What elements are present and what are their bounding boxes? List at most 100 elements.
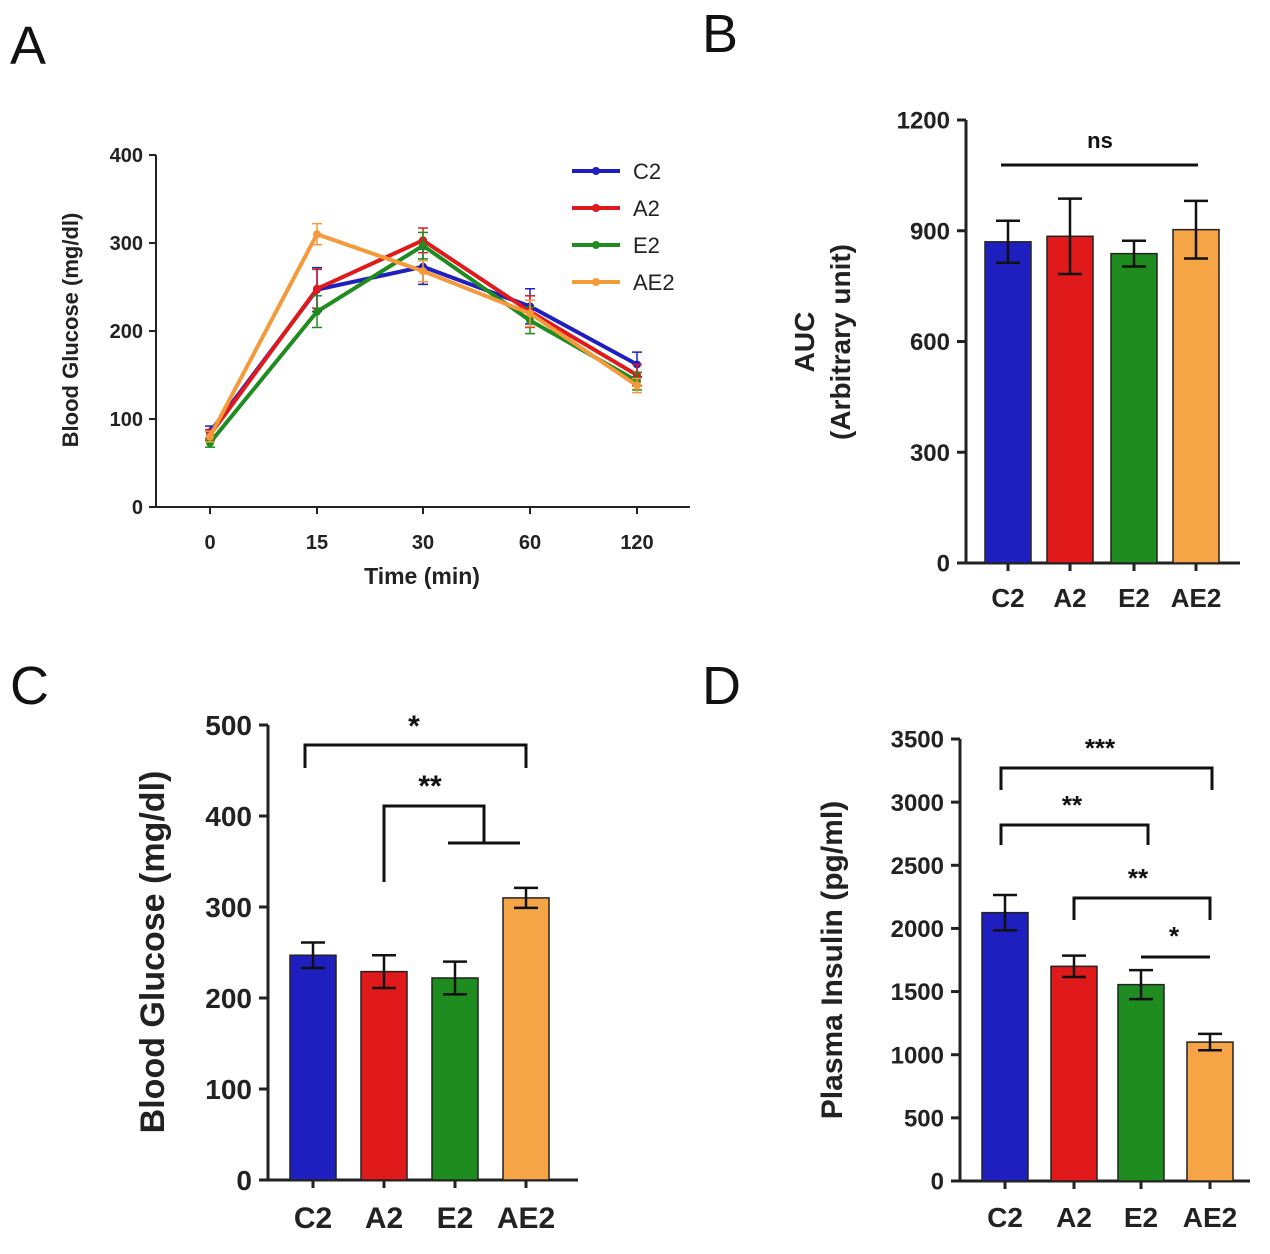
chart-a-legend-label: AE2: [633, 270, 675, 295]
chart-d-xtick-label-c2: C2: [987, 1202, 1023, 1233]
chart-a-point-e2: [419, 241, 427, 250]
chart-a-xtick-label: 15: [306, 532, 328, 554]
chart-c-ylabel: Blood Glucose (mg/dl): [134, 771, 172, 1134]
chart-a-xtick-label: 120: [620, 532, 653, 554]
chart-b-bar-ae2: [1172, 228, 1220, 564]
chart-c-sig-label: *: [408, 710, 420, 743]
chart-b-ylabel-line2: (Arbitrary unit): [825, 244, 856, 440]
chart-c-ytick-label: 300: [205, 892, 252, 923]
chart-d-ytick-label: 1500: [891, 979, 944, 1006]
chart-a-legend-label: A2: [633, 196, 660, 221]
chart-a-legend-label: C2: [633, 159, 661, 184]
chart-c-sig-bracket: [382, 804, 486, 882]
chart-d-ytick-label: 2000: [891, 916, 944, 943]
chart-c-xtick-label-ae2: AE2: [497, 1202, 555, 1235]
chart-d-sig-label: **: [1062, 790, 1083, 820]
chart-d-bar-c2: [981, 911, 1029, 1182]
chart-b: AUC (Arbitrary unit) 0 300 600 900 1200 C2 A2 E…: [789, 108, 1240, 613]
chart-c-sig-bracket: [303, 743, 528, 768]
chart-a-ytick-label: 0: [132, 497, 143, 519]
chart-d-bar-ae2: [1186, 1041, 1234, 1182]
chart-d-ytick-label: 0: [931, 1169, 944, 1196]
chart-b-bar-c2: [984, 241, 1032, 564]
chart-b-xtick-label-c2: C2: [991, 583, 1024, 613]
chart-c-ytick-label: 400: [205, 801, 252, 832]
chart-c-ytick-label: 200: [205, 983, 252, 1014]
chart-b-ytick-label: 900: [910, 218, 950, 245]
chart-a: Time (min) Blood Glucose (mg/dl) 0 100 200…: [58, 145, 690, 589]
chart-a-point-ae2: [633, 381, 641, 390]
chart-c-ytick-label: 100: [205, 1074, 252, 1105]
chart-c-ytick-label: 500: [205, 710, 252, 741]
chart-a-legend-marker: [592, 278, 600, 286]
chart-a-ytick-label: 400: [110, 145, 143, 167]
chart-c-bar-a2: [360, 970, 408, 1181]
chart-d-ylabel: Plasma Insulin (pg/ml): [816, 801, 849, 1119]
chart-b-plot: 0 300 600 900 1200 C2 A2 E2 AE2 ns: [897, 108, 1240, 613]
chart-d-xtick-label-ae2: AE2: [1183, 1202, 1237, 1233]
chart-d-ytick-label: 2500: [891, 853, 944, 880]
chart-d-xtick-label-e2: E2: [1124, 1202, 1158, 1233]
chart-a-legend-label: E2: [633, 233, 660, 258]
chart-b-ytick-label: 1200: [897, 108, 950, 135]
chart-b-xtick-label-e2: E2: [1118, 583, 1150, 613]
chart-a-legend-marker: [592, 241, 600, 249]
chart-c-bar-c2: [289, 954, 337, 1181]
chart-c: Blood Glucose (mg/dl) 0 100 200 300 400 500 C2…: [134, 710, 578, 1235]
chart-a-plot: 0 100 200 300 400 0 15 30 60 120 C2 A2 E2 AE2: [110, 145, 690, 554]
chart-c-xtick-label-e2: E2: [437, 1202, 474, 1235]
chart-b-sig-label: ns: [1087, 128, 1113, 153]
chart-a-point-ae2: [313, 230, 321, 239]
chart-b-xtick-label-ae2: AE2: [1171, 583, 1222, 613]
chart-c-bar-e2: [431, 977, 479, 1181]
chart-a-ylabel: Blood Glucose (mg/dl): [58, 213, 83, 448]
panel-label-a: A: [10, 16, 46, 76]
chart-d-sig-label: *: [1169, 921, 1180, 951]
chart-a-point-ae2: [206, 432, 214, 441]
chart-b-xtick-label-a2: A2: [1053, 583, 1086, 613]
chart-d-bar-a2: [1050, 965, 1098, 1182]
chart-a-xlabel: Time (min): [364, 563, 480, 589]
chart-c-sig-label: **: [418, 770, 442, 803]
panel-label-c: C: [10, 656, 49, 716]
chart-a-point-e2: [206, 438, 214, 447]
chart-d-bar-e2: [1117, 983, 1165, 1182]
chart-d-sig-label: **: [1128, 863, 1149, 893]
chart-b-ytick-label: 0: [937, 551, 950, 578]
chart-a-ytick-label: 100: [110, 409, 143, 431]
chart-c-ytick-label: 0: [236, 1165, 252, 1196]
chart-c-bar-ae2: [502, 897, 550, 1181]
chart-d: Plasma Insulin (pg/ml) 0 500 1000 1500 2000 2…: [816, 727, 1250, 1233]
chart-a-point-e2: [313, 307, 321, 316]
chart-a-point-ae2: [526, 309, 534, 318]
panel-label-d: D: [702, 656, 741, 716]
chart-b-ytick-label: 300: [910, 440, 950, 467]
chart-d-ytick-label: 3500: [891, 727, 944, 754]
chart-a-xtick-label: 30: [412, 532, 434, 554]
chart-a-ytick-label: 200: [110, 321, 143, 343]
chart-d-sig-bracket: [999, 823, 1150, 845]
chart-d-ytick-label: 500: [904, 1105, 944, 1132]
chart-a-point-a2: [313, 284, 321, 293]
chart-a-ytick-label: 300: [110, 233, 143, 255]
chart-d-sig-bracket: [999, 766, 1214, 790]
chart-b-bar-a2: [1046, 235, 1094, 564]
chart-d-xtick-label-a2: A2: [1056, 1202, 1092, 1233]
chart-a-legend-marker: [592, 204, 600, 212]
panel-label-b: B: [702, 4, 738, 64]
chart-c-xtick-label-a2: A2: [365, 1202, 403, 1235]
chart-b-bar-e2: [1110, 252, 1158, 564]
chart-b-ylabel-line1: AUC: [789, 312, 820, 373]
chart-d-sig-bracket: [1072, 896, 1212, 920]
chart-d-ytick-label: 3000: [891, 790, 944, 817]
chart-a-xtick-label: 0: [204, 532, 215, 554]
chart-a-legend-marker: [592, 167, 600, 175]
chart-c-xtick-label-c2: C2: [294, 1202, 332, 1235]
chart-a-xtick-label: 60: [519, 532, 541, 554]
chart-a-point-ae2: [419, 267, 427, 276]
chart-b-ytick-label: 600: [910, 329, 950, 356]
chart-d-ytick-label: 1000: [891, 1042, 944, 1069]
